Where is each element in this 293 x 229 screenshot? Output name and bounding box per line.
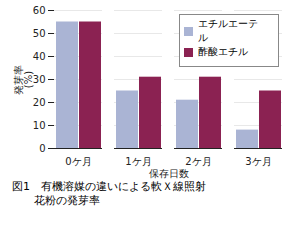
html-text:図1 有機溶媒の違いによる軟Ｘ線照射: 図1 有機溶媒の違いによる軟Ｘ線照射 (12, 180, 206, 193)
svg-text:0ケ月: 0ケ月 (65, 156, 91, 167)
svg-text:50: 50 (33, 28, 46, 39)
svg-text:1ケ月: 1ケ月 (125, 156, 151, 167)
svg-text:保存日数: 保存日数 (149, 168, 189, 179)
svg-text:発芽率(%): 発芽率(%) (13, 65, 34, 95)
html-text:酢酸エチル: 酢酸エチル (198, 46, 248, 57)
svg-text:30: 30 (33, 74, 46, 85)
svg-text:10: 10 (33, 120, 46, 131)
svg-text:40: 40 (33, 51, 46, 62)
html-text:エチルエーテル: エチルエーテル (198, 18, 258, 43)
svg-text:20: 20 (33, 97, 46, 108)
html-text:花粉の発芽率: 花粉の発芽率 (12, 194, 100, 208)
svg-text:2ケ月: 2ケ月 (185, 156, 211, 167)
svg-text:3ケ月: 3ケ月 (245, 156, 271, 167)
svg-text:60: 60 (33, 5, 46, 16)
svg-text:0: 0 (39, 143, 45, 154)
